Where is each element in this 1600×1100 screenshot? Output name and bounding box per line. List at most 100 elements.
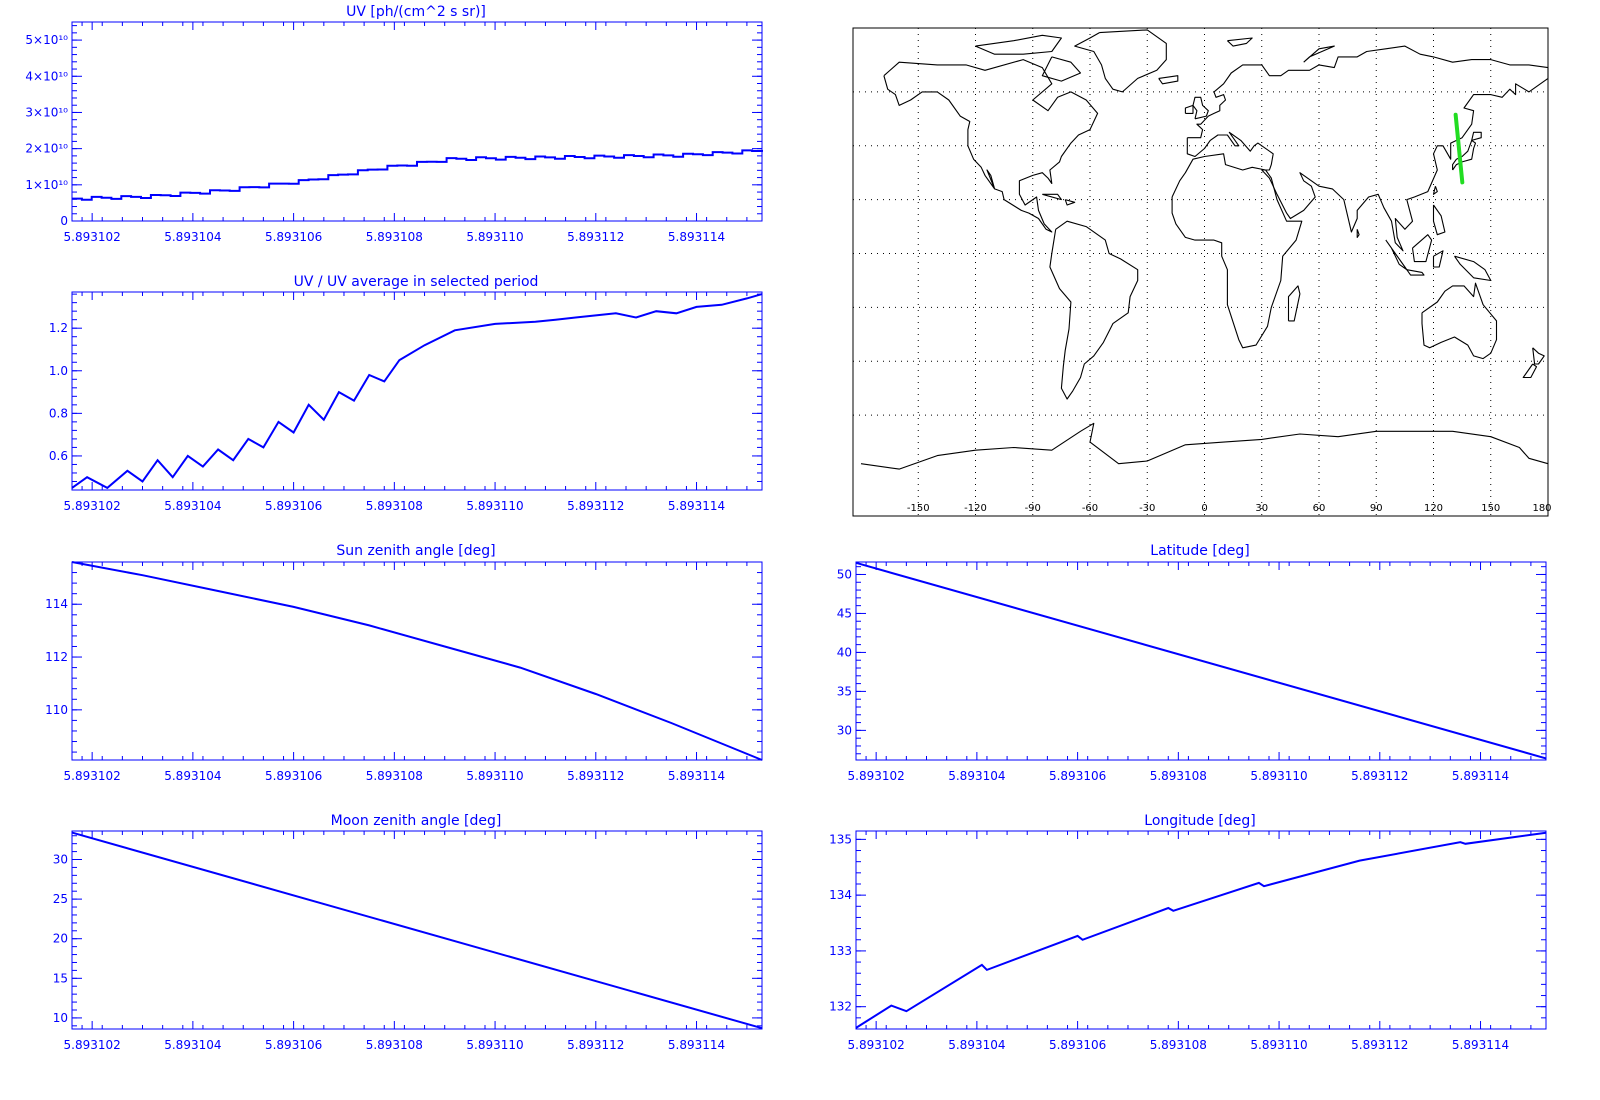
coastline: [1432, 250, 1444, 268]
x-tick-label: 5.893108: [366, 230, 423, 244]
map-lon-label: 150: [1481, 503, 1500, 514]
uv-ratio-plot-frame: [71, 291, 763, 491]
coastline: [1049, 220, 1139, 400]
world-map-panel: -150 -120 -90 -60 -30 0 30 60 90 120 150 180: [852, 27, 1552, 517]
longitude-chart: Longitude [deg] 5.893102 5.893104 5.893106…: [829, 813, 1547, 1052]
x-tick-label: 5.893112: [567, 1038, 624, 1052]
y-tick-label: 114: [45, 597, 68, 611]
x-tick-label: 5.893110: [466, 1038, 523, 1052]
y-tick-label: 50: [837, 567, 852, 581]
map-lon-label: 0: [1201, 503, 1207, 514]
y-tick-label: 35: [837, 684, 852, 698]
coastline: [1171, 153, 1303, 349]
longitude-axes: 5.893102 5.893104 5.893106 5.893108 5.893110…: [829, 831, 1546, 1052]
latitude-axes: 5.893102 5.893104 5.893106 5.893108 5.893110…: [837, 562, 1546, 783]
y-tick-label: 30: [837, 723, 852, 737]
moon-zenith-axes: 5.893102 5.893104 5.893106 5.893108 5.893110…: [53, 831, 762, 1052]
x-tick-label: 5.893102: [64, 1038, 121, 1052]
x-tick-label: 5.893112: [567, 230, 624, 244]
y-tick-label: 0.8: [49, 406, 68, 420]
latitude-plot-frame: [855, 561, 1547, 761]
y-tick-label: 0: [60, 214, 68, 228]
sun-zenith-chart: Sun zenith angle [deg] 5.893102 5.893104 5…: [45, 543, 763, 783]
x-tick-label: 5.893114: [1452, 1038, 1509, 1052]
x-tick-label: 5.893110: [466, 769, 523, 783]
y-tick-label: 112: [45, 650, 68, 664]
coastline: [1064, 199, 1076, 206]
coastline: [1406, 269, 1425, 276]
y-tick-label: 1.0: [49, 364, 68, 378]
x-tick-label: 5.893108: [366, 499, 423, 513]
coastline: [1356, 229, 1360, 238]
coastline: [1192, 96, 1209, 120]
coastline: [1227, 37, 1253, 47]
x-tick-label: 5.893102: [64, 769, 121, 783]
sun-zenith-axes: 5.893102 5.893104 5.893106 5.893108 5.893110…: [45, 562, 762, 783]
x-tick-label: 5.893106: [265, 499, 322, 513]
x-tick-label: 5.893114: [668, 769, 725, 783]
coastline: [883, 59, 1099, 233]
uv-chart: UV [ph/(cm^2 s sr)] 5.893102 5.893104 5.89…: [25, 4, 763, 244]
x-tick-label: 5.893110: [1250, 769, 1307, 783]
coastline: [1471, 131, 1482, 141]
longitude-chart-title: Longitude [deg]: [1144, 813, 1255, 829]
longitude-plot-frame: [855, 830, 1547, 1030]
y-tick-label: 110: [45, 703, 68, 717]
y-tick-label: 25: [53, 892, 68, 906]
coastline: [1158, 75, 1179, 85]
uv-chart-title: UV [ph/(cm^2 s sr)]: [346, 4, 486, 20]
y-tick-label: 45: [837, 606, 852, 620]
coastline: [1042, 193, 1062, 201]
y-tick-label: 10: [53, 1011, 68, 1025]
satellite-track: [1453, 112, 1465, 185]
y-tick-label: 15: [53, 971, 68, 985]
x-tick-label: 5.893102: [64, 230, 121, 244]
map-longitude-labels: -150 -120 -90 -60 -30 0 30 60 90 120 150 180: [907, 503, 1552, 514]
y-tick-label: 1.2: [49, 321, 68, 335]
x-tick-label: 5.893104: [164, 230, 221, 244]
y-tick-label: 5×10¹⁰: [25, 33, 68, 47]
x-tick-label: 5.893108: [1150, 1038, 1207, 1052]
y-tick-label: 20: [53, 932, 68, 946]
coastline: [1432, 186, 1438, 195]
x-tick-label: 5.893108: [366, 769, 423, 783]
map-lon-label: -60: [1082, 503, 1098, 514]
x-tick-label: 5.893104: [164, 769, 221, 783]
uv-ratio-axes: 5.893102 5.893104 5.893106 5.893108 5.893110…: [49, 292, 762, 513]
x-tick-label: 5.893104: [164, 499, 221, 513]
x-tick-label: 5.893112: [567, 499, 624, 513]
x-tick-label: 5.893102: [64, 499, 121, 513]
coastline: [1385, 239, 1408, 271]
y-tick-label: 30: [53, 853, 68, 867]
x-tick-label: 5.893112: [1351, 1038, 1408, 1052]
latitude-chart-title: Latitude [deg]: [1150, 543, 1249, 559]
y-tick-label: 133: [829, 944, 852, 958]
x-tick-label: 5.893106: [1049, 769, 1106, 783]
x-tick-label: 5.893114: [668, 1038, 725, 1052]
coastline: [1421, 282, 1498, 360]
coastline: [1041, 56, 1082, 82]
x-tick-label: 5.893106: [265, 1038, 322, 1052]
latitude-series-line: [855, 561, 1547, 760]
y-tick-label: 2×10¹⁰: [25, 142, 68, 156]
x-tick-label: 5.893114: [1452, 769, 1509, 783]
x-tick-label: 5.893106: [265, 769, 322, 783]
x-tick-label: 5.893108: [1150, 769, 1207, 783]
map-lon-label: -150: [907, 503, 930, 514]
x-tick-label: 5.893114: [668, 230, 725, 244]
x-tick-label: 5.893112: [1351, 769, 1408, 783]
coastline: [1522, 363, 1538, 379]
x-tick-label: 5.893112: [567, 769, 624, 783]
map-lon-label: 120: [1424, 503, 1443, 514]
x-tick-label: 5.893104: [164, 1038, 221, 1052]
coastline: [1411, 234, 1433, 263]
x-tick-label: 5.893110: [1250, 1038, 1307, 1052]
coastline: [1303, 45, 1335, 63]
map-lon-label: 180: [1532, 503, 1551, 514]
map-lon-label: -30: [1139, 503, 1155, 514]
sun-zenith-chart-title: Sun zenith angle [deg]: [336, 543, 495, 559]
coastline: [1454, 255, 1492, 282]
coastline: [1074, 29, 1167, 93]
y-tick-label: 3×10¹⁰: [25, 105, 68, 119]
